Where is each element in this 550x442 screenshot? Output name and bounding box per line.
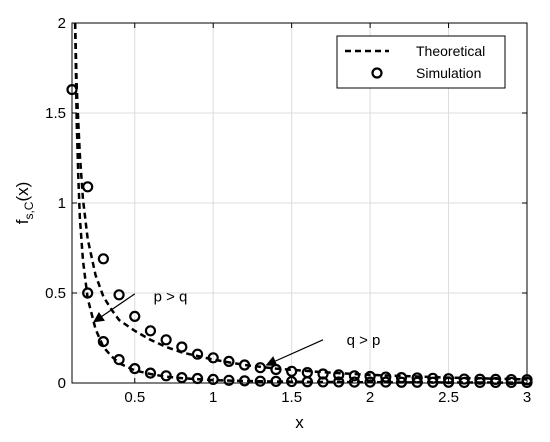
series-theoretical-line-1	[73, 22, 528, 381]
simulation-point	[223, 374, 235, 386]
y-tick-label: 1	[58, 195, 66, 212]
y-tick-label: 0	[58, 375, 66, 392]
y-axis-label-argument: (x)	[13, 182, 32, 202]
annotation-label: q > p	[347, 332, 381, 349]
simulation-point	[207, 373, 219, 385]
y-axis-label: fs,C(x)	[13, 182, 36, 225]
simulation-point	[82, 287, 94, 299]
simulation-point	[144, 325, 157, 337]
simulation-point	[223, 355, 235, 367]
simulation-point	[191, 348, 204, 360]
annotation-arrow	[265, 339, 324, 366]
simulation-point	[176, 372, 188, 384]
simulation-point	[317, 368, 329, 380]
annotations: p > q q > p	[93, 289, 381, 366]
simulation-point	[238, 375, 251, 387]
simulation-point	[254, 375, 266, 387]
simulation-point	[286, 365, 298, 377]
x-tick-label: 2.5	[438, 389, 459, 406]
simulation-point	[348, 376, 361, 388]
series-simulation-2	[66, 83, 533, 389]
simulation-point	[427, 376, 439, 388]
x-tick-label: 1.5	[281, 389, 302, 406]
y-tick-label: 2	[58, 15, 66, 32]
plot-series	[66, 22, 533, 389]
x-tick-label: 1	[209, 389, 217, 406]
simulation-point	[160, 334, 172, 346]
y-axis-label-main: f	[13, 219, 32, 224]
simulation-point	[207, 352, 219, 364]
simulation-point	[97, 336, 109, 348]
simulation-point	[333, 369, 345, 381]
series-theoretical-line-0	[73, 22, 528, 384]
simulation-point	[458, 376, 470, 389]
simulation-point	[238, 359, 251, 371]
simulation-point	[474, 373, 486, 385]
simulation-point	[490, 373, 502, 385]
annotation-arrow	[93, 293, 136, 323]
simulation-point	[97, 253, 109, 265]
simulation-point	[333, 376, 345, 388]
simulation-point	[82, 181, 94, 193]
simulation-point	[505, 373, 517, 386]
x-tick-label: 2	[366, 389, 374, 406]
simulation-point	[113, 354, 125, 366]
x-tick-label: 0.5	[124, 389, 145, 406]
simulation-point	[380, 376, 392, 388]
simulation-point	[364, 376, 376, 388]
simulation-point	[270, 375, 282, 387]
legend: Theoretical Simulation	[336, 35, 506, 89]
legend-label-simulation: Simulation	[416, 65, 481, 81]
x-tick-label: 3	[523, 389, 531, 406]
ticks: 0.5 1 1.5 2 2.5 3 0 0.5 1 1.5 2	[45, 15, 531, 406]
simulation-point	[144, 367, 157, 379]
legend-box	[336, 35, 506, 89]
simulation-point	[254, 362, 266, 374]
series-simulation-3	[82, 181, 533, 386]
legend-label-theoretical: Theoretical	[416, 43, 485, 59]
legend-circle-marker-symbol	[371, 67, 383, 79]
y-tick-label: 1.5	[45, 105, 66, 122]
simulation-point	[113, 289, 125, 301]
simulation-point	[380, 371, 392, 383]
simulation-point	[458, 373, 470, 385]
simulation-point	[348, 370, 361, 382]
simulation-point	[160, 370, 172, 382]
simulation-point	[395, 372, 408, 384]
simulation-point	[129, 363, 141, 375]
y-axis-label-subscript: s,C	[22, 201, 36, 219]
annotation-label: p > q	[154, 289, 188, 306]
simulation-point	[301, 366, 313, 379]
x-axis-label: x	[295, 413, 304, 432]
simulation-point	[176, 341, 188, 353]
simulation-point	[411, 372, 423, 384]
simulation-point	[286, 375, 298, 388]
simulation-point	[129, 310, 141, 322]
simulation-point	[411, 376, 423, 388]
y-tick-label: 0.5	[45, 285, 66, 302]
simulation-point	[395, 376, 408, 388]
simulation-point	[442, 376, 455, 388]
